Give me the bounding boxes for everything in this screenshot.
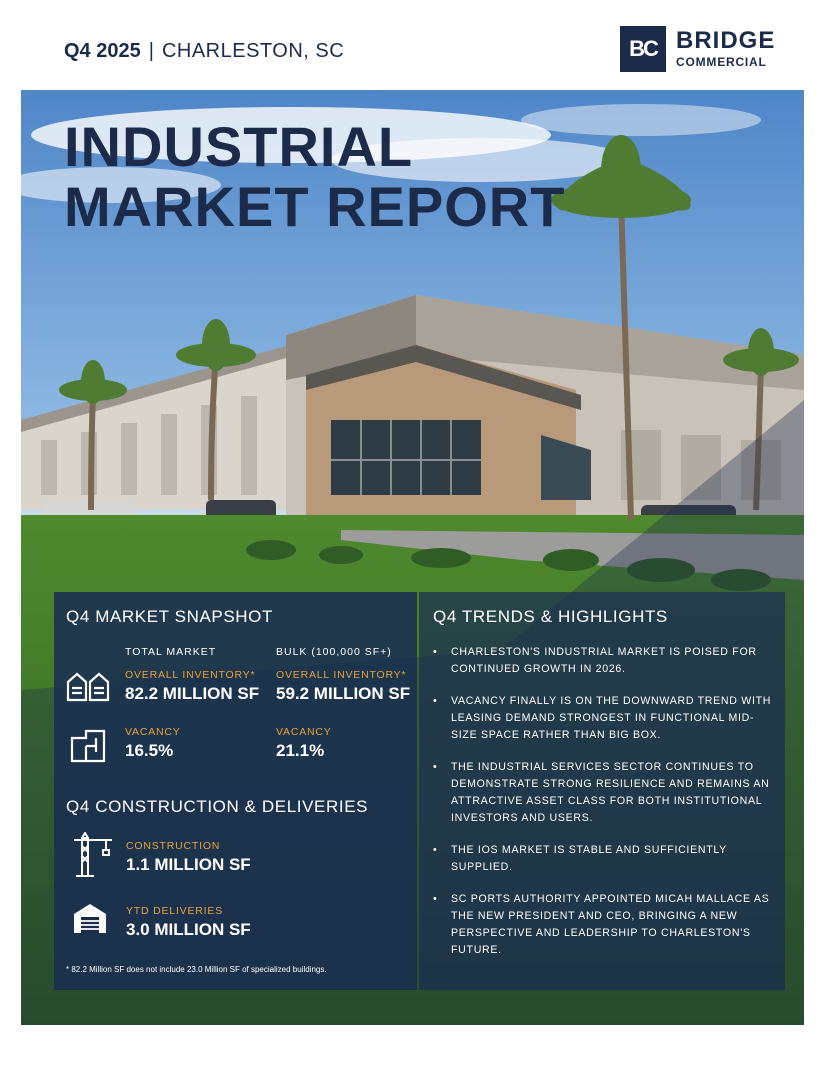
page-header: Q4 2025 | CHARLESTON, SC BC BRIDGE COMMERC… [0, 0, 825, 90]
bridge-commercial-logo: BC BRIDGE COMMERCIAL [620, 26, 780, 72]
title-line-1: INDUSTRIAL [64, 115, 414, 178]
city-label: CHARLESTON, SC [161, 40, 345, 62]
title-line-2: MARKET REPORT [64, 175, 566, 238]
bulk-inventory-label: OVERALL INVENTORY* [276, 669, 407, 681]
footnote: * 82.2 Million SF does not include 23.0 … [66, 965, 327, 974]
construction-heading: Q4 CONSTRUCTION & DELIVERIES [66, 797, 369, 816]
quarter-label: Q4 2025 [64, 40, 141, 62]
trends-list: CHARLESTON'S INDUSTRIAL MARKET IS POISED… [433, 644, 778, 974]
logo-name: BRIDGE [676, 27, 776, 54]
floorplan-vacancy-icon [68, 728, 108, 769]
logo-subtitle: COMMERCIAL [676, 55, 767, 69]
deliveries-label: YTD DELIVERIES [126, 905, 223, 917]
list-item: CHARLESTON'S INDUSTRIAL MARKET IS POISED… [433, 644, 778, 678]
trends-heading: Q4 TRENDS & HIGHLIGHTS [433, 607, 668, 626]
bulk-vacancy-label: VACANCY [276, 726, 332, 738]
report-period: Q4 2025 | CHARLESTON, SC [64, 40, 344, 63]
list-item: THE INDUSTRIAL SERVICES SECTOR CONTINUES… [433, 759, 778, 827]
bulk-heading: BULK (100,000 SF+) [276, 646, 392, 658]
list-item: VACANCY FINALLY IS ON THE DOWNWARD TREND… [433, 693, 778, 744]
total-inventory-label: OVERALL INVENTORY* [125, 669, 256, 681]
garage-delivery-icon [72, 902, 108, 939]
total-vacancy-value: 16.5% [125, 741, 174, 760]
bulk-vacancy-value: 21.1% [276, 741, 325, 760]
market-snapshot-panel: Q4 MARKET SNAPSHOT TOTAL MARKET BULK (10… [54, 592, 417, 990]
warehouse-inventory-icon [66, 668, 112, 707]
total-inventory-value: 82.2 MILLION SF [125, 684, 260, 703]
total-vacancy-label: VACANCY [125, 726, 181, 738]
report-title: INDUSTRIAL MARKET REPORT [64, 117, 565, 237]
trends-panel: Q4 TRENDS & HIGHLIGHTS CHARLESTON'S INDU… [419, 592, 785, 990]
logo-mark: BC [620, 26, 666, 72]
construction-value: 1.1 MILLION SF [126, 855, 251, 874]
deliveries-value: 3.0 MILLION SF [126, 920, 251, 939]
snapshot-heading: Q4 MARKET SNAPSHOT [66, 607, 273, 626]
header-separator: | [148, 40, 154, 62]
construction-label: CONSTRUCTION [126, 840, 221, 852]
total-market-heading: TOTAL MARKET [125, 646, 217, 658]
bulk-inventory-value: 59.2 MILLION SF [276, 684, 411, 703]
list-item: THE IOS MARKET IS STABLE AND SUFFICIENTL… [433, 842, 778, 876]
crane-icon [72, 831, 114, 883]
list-item: SC PORTS AUTHORITY APPOINTED MICAH MALLA… [433, 891, 778, 959]
